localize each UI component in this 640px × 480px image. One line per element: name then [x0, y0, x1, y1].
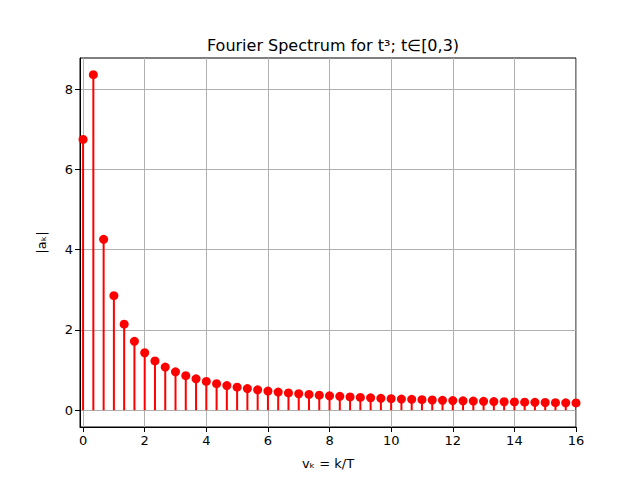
svg-text:4: 4 — [202, 433, 210, 448]
svg-text:6: 6 — [264, 433, 272, 448]
svg-text:4: 4 — [65, 242, 73, 257]
svg-text:16: 16 — [568, 433, 585, 448]
svg-text:0: 0 — [79, 433, 87, 448]
svg-text:2: 2 — [141, 433, 149, 448]
svg-text:6: 6 — [65, 162, 73, 177]
svg-text:14: 14 — [506, 433, 523, 448]
svg-text:vₖ = k/T: vₖ = k/T — [302, 456, 354, 471]
svg-text:12: 12 — [444, 433, 461, 448]
svg-text:2: 2 — [65, 322, 73, 337]
svg-text:0: 0 — [65, 403, 73, 418]
svg-text:8: 8 — [65, 82, 73, 97]
svg-text:10: 10 — [383, 433, 400, 448]
svg-text:8: 8 — [325, 433, 333, 448]
svg-text:|aₖ|: |aₖ| — [34, 231, 49, 253]
svg-text:Fourier Spectrum for t³; t∈[0,: Fourier Spectrum for t³; t∈[0,3) — [207, 36, 459, 55]
